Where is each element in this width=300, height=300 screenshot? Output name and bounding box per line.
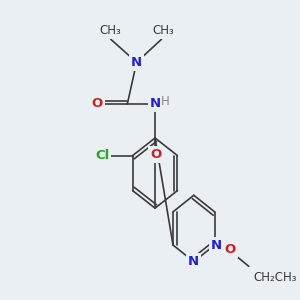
Text: N: N	[211, 238, 222, 252]
Text: CH₃: CH₃	[152, 24, 174, 38]
Text: N: N	[149, 98, 161, 110]
Text: N: N	[188, 255, 200, 268]
Text: CH₃: CH₃	[100, 24, 122, 38]
Text: CH₂CH₃: CH₂CH₃	[254, 271, 297, 284]
Text: O: O	[225, 243, 236, 256]
Text: O: O	[91, 98, 103, 110]
Text: O: O	[150, 148, 162, 161]
Text: H: H	[161, 94, 170, 108]
Text: Cl: Cl	[95, 149, 109, 162]
Text: N: N	[131, 56, 142, 69]
